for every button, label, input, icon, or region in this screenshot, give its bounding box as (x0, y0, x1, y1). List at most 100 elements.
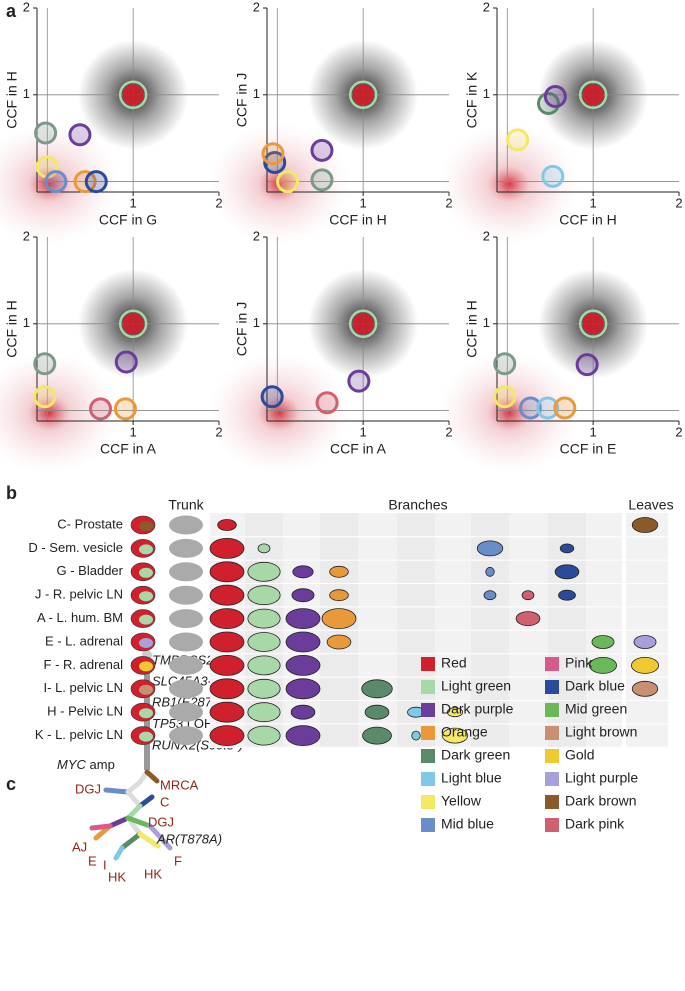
density (439, 353, 579, 473)
clone-bubble (209, 701, 245, 723)
density (439, 124, 579, 244)
node-label: MRCA (160, 777, 199, 792)
density (0, 353, 119, 473)
cluster (89, 397, 113, 421)
scatter-plot: 1 2 1 2 CCF in H CCF in K (439, 0, 683, 244)
clone-bubble (257, 543, 271, 554)
legend-label: Dark pink (565, 816, 625, 832)
node-label: AJ (72, 839, 87, 854)
clone-bubble (291, 588, 315, 603)
legend-swatch (545, 726, 559, 740)
cluster (68, 123, 92, 147)
legend-swatch (545, 703, 559, 717)
y-tick-label: 2 (253, 228, 260, 243)
cluster (543, 85, 567, 109)
clone-bubble (247, 655, 281, 676)
cluster (44, 170, 68, 194)
clone-bubble (329, 589, 349, 602)
leaf-bubble (631, 517, 659, 533)
cluster (352, 84, 374, 106)
cluster (310, 168, 334, 192)
cluster-ring (578, 80, 608, 110)
legend-swatch (421, 749, 435, 763)
clone-bubble (247, 608, 281, 629)
node-label: DGJ (148, 814, 174, 829)
sample-icon-inner (139, 567, 153, 578)
clone-bubble (285, 678, 321, 700)
clone-bubble (285, 655, 321, 676)
clone-bubble (209, 631, 245, 653)
sample-icon-inner (139, 731, 153, 742)
legend-swatch (421, 657, 435, 671)
clone-bubble (209, 678, 245, 700)
cluster (493, 385, 517, 409)
clone-bubble (247, 561, 281, 582)
x-axis-label: CCF in E (560, 441, 617, 457)
legend-swatch (545, 657, 559, 671)
row-label: D - Sem. vesicle (28, 540, 123, 555)
node-label: DGJ (75, 781, 101, 796)
clone-bubble (290, 704, 316, 720)
cluster (33, 352, 57, 376)
clone-bubble (321, 608, 357, 629)
x-tick-label: 2 (675, 424, 682, 439)
legend-label: Dark blue (565, 678, 625, 694)
legend-label: Orange (441, 724, 488, 740)
y-tick-label: 2 (23, 228, 30, 243)
y-tick-label: 1 (483, 86, 490, 101)
legend-label: Red (441, 655, 467, 671)
clone-bubble (285, 608, 321, 629)
cluster (518, 396, 542, 420)
y-tick-label: 2 (253, 0, 260, 14)
cluster (493, 352, 517, 376)
y-tick-label: 2 (483, 0, 490, 14)
mutation: AR(T878A) (156, 831, 222, 846)
x-tick-label: 1 (590, 195, 597, 210)
legend-label: Yellow (441, 793, 482, 809)
clone-bubble (285, 631, 321, 653)
row-label: E - L. adrenal (45, 633, 123, 648)
clone-bubble (515, 611, 541, 626)
legend-swatch (545, 795, 559, 809)
clone-bubble (441, 727, 469, 744)
clone-bubble (247, 702, 281, 723)
clone-bubble (247, 585, 281, 606)
row-label: A - L. hum. BM (37, 610, 123, 625)
node-label: C (160, 794, 169, 809)
node-label: HK (144, 866, 162, 881)
y-axis-label: CCF in H (4, 71, 20, 129)
clone-bubble (485, 566, 495, 577)
x-tick-label: 1 (360, 424, 367, 439)
clone-bubble (483, 590, 497, 601)
clone-bubble (521, 590, 535, 601)
clone-bubble (292, 565, 314, 579)
leaf-bubble (631, 657, 660, 674)
clone-bubble (446, 707, 464, 718)
cluster (582, 84, 604, 106)
y-axis-label: CCF in K (464, 71, 480, 128)
column-header: Leaves (628, 497, 673, 513)
panel-letter: b (6, 483, 17, 503)
clone-bubble (591, 635, 615, 649)
trunk (169, 562, 203, 582)
scatter-plot: 1 2 1 2 CCF in G CCF in H (0, 0, 223, 244)
x-axis-label: CCF in A (100, 441, 157, 457)
y-tick-label: 1 (253, 86, 260, 101)
cluster-ring (118, 80, 148, 110)
cluster (113, 397, 137, 421)
row-label: G - Bladder (57, 563, 124, 578)
clone-bubble (589, 657, 618, 674)
y-axis-label: CCF in H (4, 300, 20, 358)
node-label: F (174, 853, 182, 868)
panel-letter: c (6, 774, 16, 794)
density (209, 353, 349, 473)
clone-bubble (554, 564, 580, 580)
scatter-plot: 1 2 1 2 CCF in E CCF in H (439, 228, 683, 473)
cluster (122, 313, 144, 335)
row-label: I- L. pelvic LN (44, 680, 123, 695)
sample-icon-inner (139, 521, 153, 531)
legend-swatch (421, 795, 435, 809)
cluster (84, 170, 108, 194)
sample-icon-inner (139, 591, 153, 602)
legend-label: Light brown (565, 724, 637, 740)
